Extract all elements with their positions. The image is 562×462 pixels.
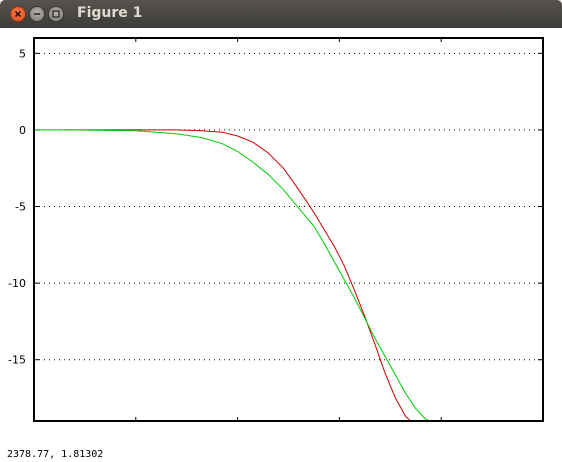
maximize-button[interactable] xyxy=(48,6,64,22)
close-icon xyxy=(14,10,22,18)
y-tick-label: -15 xyxy=(8,354,26,367)
figure-canvas[interactable]: 5 0 -5 -10 -15 xyxy=(0,28,562,448)
y-tick-label: -5 xyxy=(15,201,26,214)
axis-ticks: 5 0 -5 -10 -15 xyxy=(8,38,543,421)
series-line-1 xyxy=(64,129,416,422)
minimize-button[interactable] xyxy=(29,6,45,22)
minimize-icon xyxy=(34,13,40,15)
plot-svg[interactable]: 5 0 -5 -10 -15 xyxy=(0,28,562,448)
y-tick-label: 5 xyxy=(19,47,26,60)
maximize-icon xyxy=(52,10,60,18)
close-button[interactable] xyxy=(10,6,26,22)
window-titlebar[interactable]: Figure 1 xyxy=(0,0,562,28)
y-tick-label: 0 xyxy=(19,124,26,137)
series-line-2 xyxy=(34,129,432,422)
grid-lines xyxy=(34,52,543,361)
status-bar-coords: 2378.77, 1.81302 xyxy=(0,448,562,462)
y-tick-label: -10 xyxy=(8,277,26,290)
data-curves xyxy=(34,129,432,422)
window-title: Figure 1 xyxy=(77,5,143,21)
axes-frame xyxy=(33,37,544,422)
